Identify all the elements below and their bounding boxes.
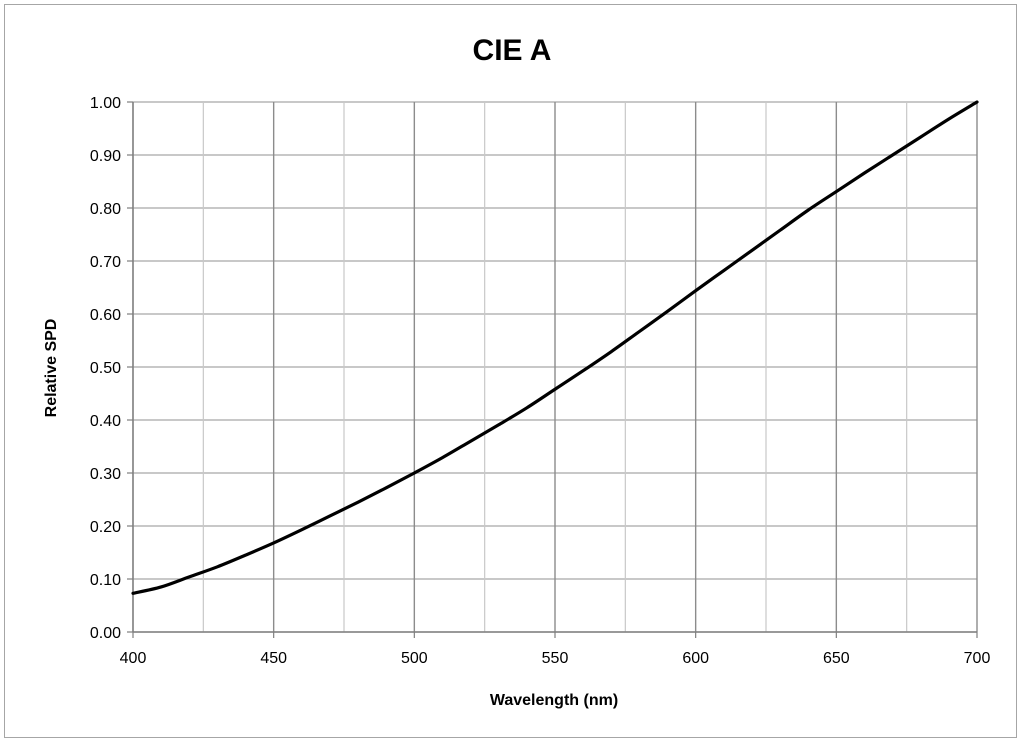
x-axis-title: Wavelength (nm) [490,692,618,709]
tick-labels: 0.00 0.10 0.20 0.30 0.40 0.50 0.60 0.70 0.80 0.90… [90,95,991,667]
series-line [131,100,979,595]
y-tick-label: 0.80 [90,201,121,218]
y-tick-label: 0.40 [90,413,121,430]
y-tick-label: 1.00 [90,95,121,112]
chart-title: CIE A [473,34,552,67]
y-tick-label: 0.30 [90,466,121,483]
x-tick-label: 400 [120,650,147,667]
chart-frame [4,4,1017,738]
x-tick-label: 700 [964,650,991,667]
x-tick-label: 500 [401,650,428,667]
x-tick-label: 600 [682,650,709,667]
x-tick-label: 650 [823,650,850,667]
y-tick-label: 0.70 [90,254,121,271]
y-axis-title: Relative SPD [43,319,60,418]
x-tick-label: 550 [542,650,569,667]
y-tick-label: 0.50 [90,360,121,377]
y-tick-label: 0.10 [90,572,121,589]
y-tick-label: 0.60 [90,307,121,324]
y-tick-label: 0.90 [90,148,121,165]
y-tick-label: 0.20 [90,519,121,536]
x-tick-label: 450 [260,650,287,667]
series-layer [131,100,979,595]
y-tick-label: 0.00 [90,625,121,642]
axes [127,101,978,638]
